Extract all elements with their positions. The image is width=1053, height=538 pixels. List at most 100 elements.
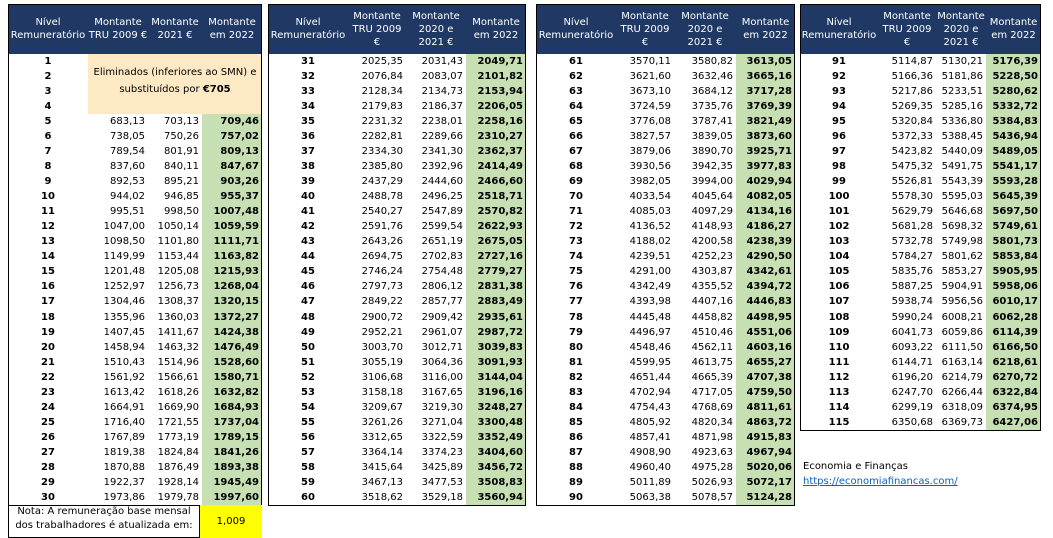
amount-cell: 3196,16 [466, 384, 526, 401]
amount-cell: 1528,60 [202, 354, 262, 371]
level-cell: 34 [301, 101, 315, 113]
amount-cell: 5475,32 [891, 161, 933, 173]
amount-cell: 4200,58 [691, 236, 733, 248]
amount-cell: 4857,41 [629, 431, 671, 443]
amount-cell: 4085,03 [629, 206, 671, 218]
level-cell: 43 [301, 236, 315, 248]
amount-cell: 1841,26 [202, 444, 262, 461]
amount-cell: 3839,05 [691, 131, 733, 143]
amount-cell: 847,67 [202, 159, 262, 175]
level-cell: 96 [832, 131, 846, 143]
level-cell: 106 [828, 281, 850, 293]
amount-cell: 5114,87 [891, 56, 933, 67]
amount-cell: 3116,00 [421, 371, 463, 383]
amount-cell: 789,54 [110, 146, 145, 158]
level-cell: 51 [301, 356, 315, 368]
amount-cell: 4759,50 [736, 384, 795, 401]
amount-cell: 6196,20 [891, 371, 933, 383]
level-cell: 10 [41, 191, 55, 203]
amount-cell: 5176,39 [986, 54, 1041, 70]
level-cell: 85 [569, 416, 583, 428]
amount-cell: 6008,21 [941, 311, 983, 323]
level-cell: 54 [301, 401, 315, 413]
amount-cell: 1268,04 [202, 279, 262, 295]
amount-cell: 4754,43 [629, 401, 671, 413]
amount-cell: 6299,19 [891, 401, 933, 413]
level-cell: 66 [569, 131, 583, 143]
amount-cell: 3925,71 [736, 144, 795, 160]
level-cell: 67 [569, 146, 583, 158]
amount-cell: 5541,17 [986, 159, 1041, 175]
amount-cell: 1047,00 [103, 221, 145, 233]
level-cell: 101 [828, 206, 850, 218]
amount-cell: 6059,86 [941, 326, 983, 338]
level-cell: 12 [41, 221, 55, 233]
amount-cell: 1876,49 [157, 461, 199, 473]
level-cell: 29 [41, 476, 55, 488]
amount-cell: 3994,00 [691, 176, 733, 188]
amount-cell: 1360,03 [157, 311, 199, 323]
amount-cell: 1613,42 [103, 386, 145, 398]
level-cell: 89 [569, 476, 583, 488]
amount-cell: 1256,73 [157, 281, 199, 293]
amount-cell: 6247,70 [891, 386, 933, 398]
level-cell: 114 [828, 401, 850, 413]
amount-cell: 1893,38 [202, 459, 262, 476]
amount-cell: 5645,39 [986, 189, 1041, 205]
level-cell: 30 [41, 491, 55, 503]
level-cell: 36 [301, 131, 315, 143]
level-cell: 26 [41, 431, 55, 443]
amount-cell: 5958,06 [986, 279, 1041, 295]
amount-cell: 2987,72 [466, 324, 526, 341]
amount-cell: 4551,06 [736, 324, 795, 341]
amount-cell: 3684,12 [691, 86, 733, 98]
amount-cell: 2310,27 [466, 129, 526, 145]
amount-cell: 1566,61 [157, 371, 199, 383]
amount-cell: 6062,28 [986, 309, 1041, 326]
level-cell: 71 [569, 206, 583, 218]
amount-cell: 3477,53 [421, 476, 463, 488]
amount-cell: 3735,76 [691, 101, 733, 113]
amount-cell: 2179,83 [361, 101, 403, 113]
level-cell: 100 [828, 191, 850, 203]
amount-cell: 6350,68 [891, 416, 933, 428]
amount-cell: 4033,54 [629, 191, 671, 203]
level-cell: 25 [41, 416, 55, 428]
source-url[interactable]: https://economiafinancas.com/ [803, 476, 958, 487]
amount-cell: 2746,24 [361, 266, 403, 278]
column-header: Montante em 2022 [736, 4, 795, 54]
amount-cell: 4239,51 [629, 251, 671, 263]
amount-cell: 895,21 [164, 176, 199, 188]
amount-cell: 1945,49 [202, 474, 262, 491]
amount-cell: 4613,75 [691, 356, 733, 368]
amount-cell: 3209,67 [361, 401, 403, 413]
amount-cell: 4134,16 [736, 204, 795, 220]
amount-cell: 4510,46 [691, 326, 733, 338]
amount-cell: 1721,55 [157, 416, 199, 428]
level-cell: 38 [301, 161, 315, 173]
amount-cell: 4446,83 [736, 294, 795, 310]
amount-cell: 5280,62 [986, 84, 1041, 100]
level-cell: 111 [828, 356, 850, 368]
amount-cell: 5801,62 [941, 251, 983, 263]
amount-cell: 4029,94 [736, 174, 795, 190]
amount-cell: 1308,37 [157, 296, 199, 308]
amount-cell: 4252,23 [691, 251, 733, 263]
amount-cell: 2591,76 [361, 221, 403, 233]
amount-cell: 3039,83 [466, 339, 526, 356]
amount-cell: 3374,23 [421, 446, 463, 458]
level-cell: 79 [569, 326, 583, 338]
level-cell: 28 [41, 461, 55, 473]
amount-cell: 3518,62 [361, 491, 403, 503]
level-cell: 110 [828, 341, 850, 353]
amount-cell: 3613,05 [736, 54, 795, 70]
amount-cell: 4291,00 [629, 266, 671, 278]
level-cell: 90 [569, 491, 583, 503]
amount-cell: 703,13 [164, 116, 199, 128]
level-cell: 40 [301, 191, 315, 203]
amount-cell: 6369,73 [941, 416, 983, 428]
amount-cell: 2518,71 [466, 189, 526, 205]
amount-cell: 1737,04 [202, 414, 262, 431]
level-cell: 9 [44, 176, 52, 188]
